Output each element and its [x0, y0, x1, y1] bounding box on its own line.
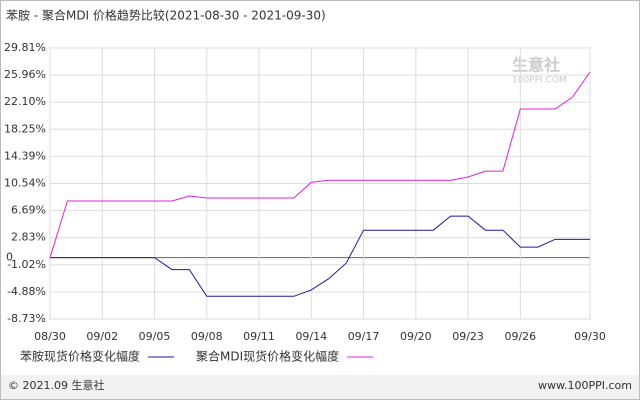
footer — [1, 375, 639, 399]
chart-title: 苯胺 - 聚合MDI 价格趋势比较(2021-08-30 - 2021-09-3… — [6, 8, 326, 23]
y-tick-label: -4.88% — [7, 285, 46, 298]
x-tick-label: 08/30 — [34, 330, 66, 343]
y-tick-label: 10.54% — [4, 177, 46, 190]
x-tick-label: 09/08 — [191, 330, 223, 343]
footer-left: © 2021.09 生意社 — [8, 378, 104, 392]
y-tick-label: 18.25% — [4, 122, 46, 135]
series-line — [49, 71, 591, 258]
y-tick-label: 14.39% — [4, 149, 46, 162]
y-tick-label: -1.02% — [7, 258, 46, 271]
footer-right: www.100PPI.com — [538, 379, 632, 392]
series-line — [50, 215, 590, 297]
legend-label: 苯胺现货价格变化幅度 — [20, 349, 140, 364]
y-tick-label: -8.73% — [7, 312, 46, 325]
x-tick-label: 09/05 — [139, 330, 171, 343]
y-tick-label: 2.83% — [11, 231, 46, 244]
watermark: 100PPI.COM — [512, 76, 567, 86]
x-tick-label: 09/23 — [452, 330, 484, 343]
watermark: 生意社 — [512, 56, 560, 75]
legend-label: 聚合MDI现货价格变化幅度 — [196, 349, 339, 364]
y-tick-label: 6.69% — [11, 204, 46, 217]
x-tick-label: 09/30 — [574, 330, 606, 343]
y-tick-label: 29.81% — [4, 41, 46, 54]
x-tick-label: 09/14 — [295, 330, 327, 343]
x-tick-label: 09/11 — [243, 330, 275, 343]
x-tick-label: 09/17 — [348, 330, 380, 343]
x-tick-label: 09/26 — [504, 330, 536, 343]
x-tick-label: 09/20 — [400, 330, 432, 343]
x-tick-label: 09/02 — [86, 330, 118, 343]
y-tick-label: 25.96% — [4, 68, 46, 81]
y-tick-label: 0 — [6, 251, 13, 264]
y-tick-label: 22.10% — [4, 95, 46, 108]
